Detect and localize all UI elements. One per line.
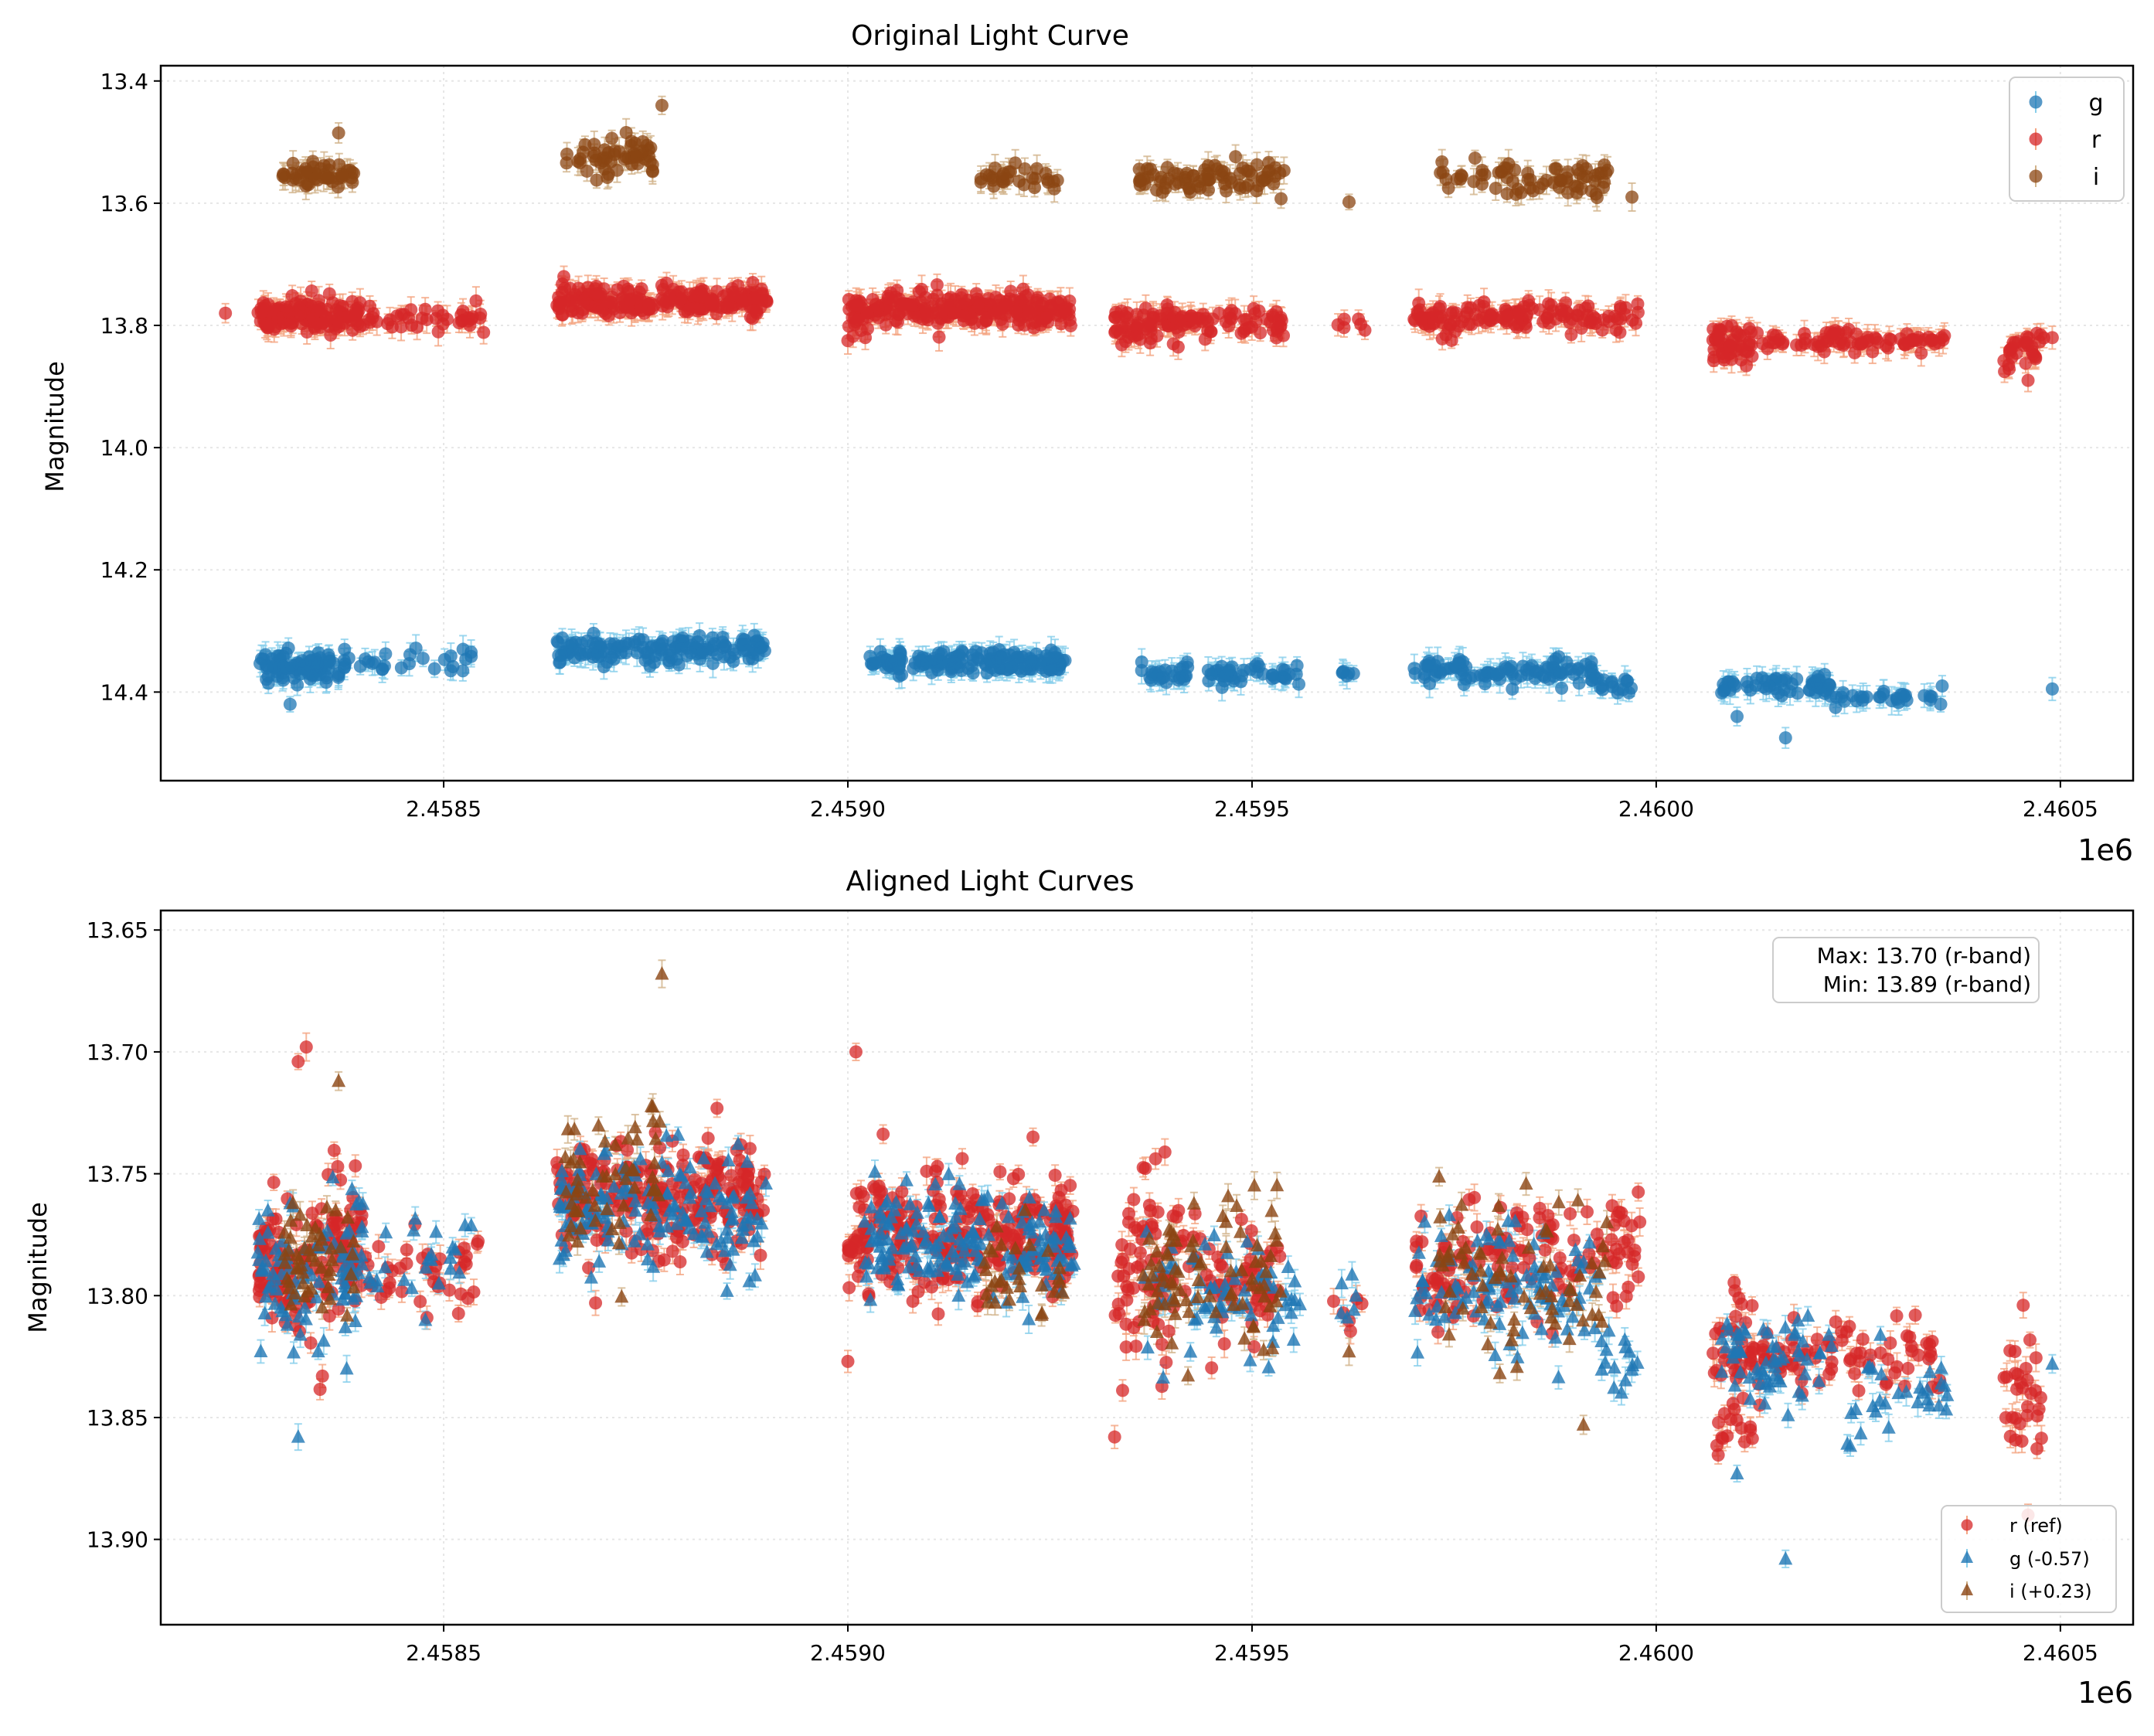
original-light-curve-panel: Original Light Curve 2.4585 2.4590 2.4595 2… bbox=[40, 20, 2135, 867]
chart-title: Original Light Curve bbox=[851, 20, 1129, 52]
